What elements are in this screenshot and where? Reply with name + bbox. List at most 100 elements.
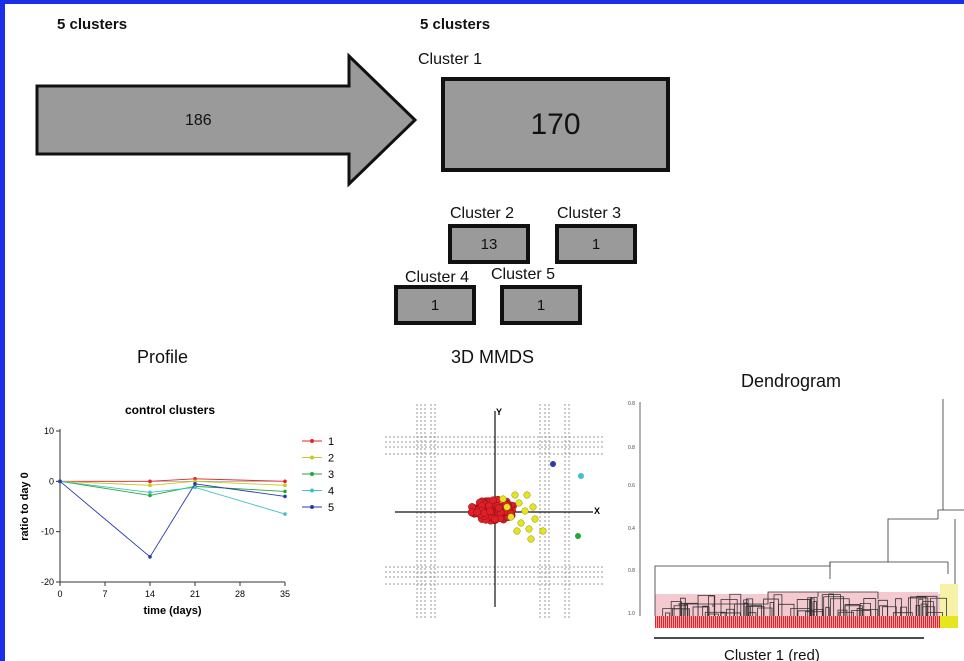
dendro-branch — [920, 603, 928, 616]
arrow-graphic — [35, 52, 418, 188]
dendro-leaf-red — [779, 616, 781, 628]
series-2-point — [283, 483, 287, 488]
dendro-leaf-red — [893, 616, 895, 628]
series-4-line — [59, 480, 286, 515]
svg-text:1.0: 1.0 — [628, 611, 635, 617]
chart-x-label: time (days) — [143, 605, 201, 617]
dendro-branch — [678, 591, 879, 605]
dendro-leaf-red — [691, 616, 693, 628]
dendro-branch — [796, 599, 811, 616]
dendro-leaf-red — [865, 616, 867, 628]
dendro-branch — [937, 509, 964, 519]
dendro-branch — [829, 561, 948, 566]
dendro-leaf-red — [777, 616, 779, 628]
dendro-leaf-red — [657, 616, 659, 628]
chart-legend: 1 2 3 4 5 — [302, 436, 334, 514]
series-3-point — [148, 493, 152, 498]
mmds-point-cluster2 — [539, 527, 547, 535]
dendro-leaf-red — [813, 616, 815, 628]
dendro-leaf-red — [711, 616, 713, 628]
mmds-point-cluster3 — [575, 533, 581, 539]
dendro-leaf-red — [851, 616, 853, 628]
dendro-leaf-red — [841, 616, 843, 628]
dendro-leaf-red — [701, 616, 703, 628]
dendro-branch — [769, 602, 774, 616]
profile-title: Profile — [137, 347, 189, 367]
mmds-point-cluster2 — [523, 491, 531, 499]
svg-text:0.8: 0.8 — [628, 401, 635, 407]
arrow-value: 186 — [185, 112, 212, 129]
legend-marker-5 — [310, 505, 314, 509]
chart-title: control clusters — [125, 403, 215, 417]
dendro-branch — [825, 606, 830, 616]
mmds-point-cluster2 — [529, 503, 537, 511]
cluster-1-label: Cluster 1 — [418, 51, 483, 68]
dendro-leaf-red — [927, 616, 929, 628]
dendro-leaf-red — [699, 616, 701, 628]
dendro-branch — [837, 609, 848, 616]
dendro-branch — [708, 595, 716, 616]
dendro-leaf-red — [805, 616, 807, 628]
dendro-leaf-red — [803, 616, 805, 628]
dendro-leaf-red — [933, 616, 935, 628]
mmds-point-cluster2 — [531, 515, 539, 523]
dendro-leaf-red — [837, 616, 839, 628]
mmds-point-cluster2 — [525, 525, 533, 533]
dendro-branch — [859, 602, 871, 616]
dendro-leaf-red — [743, 616, 745, 628]
dendro-leaf-red — [931, 616, 933, 628]
mmds-point-cluster2 — [521, 507, 529, 515]
dendro-branch — [665, 612, 671, 616]
dendro-leaf-red — [823, 616, 825, 628]
dendro-leaf-red — [783, 616, 785, 628]
dendro-branch — [926, 612, 943, 616]
dendro-branch — [909, 596, 927, 616]
dendro-branch — [697, 594, 715, 616]
dendro-leaf-red — [709, 616, 711, 628]
dendro-leaf-red — [849, 616, 851, 628]
dendro-leaf-red — [659, 616, 661, 628]
mmds-dotted-grid — [385, 404, 605, 619]
dendro-leaf-red — [681, 616, 683, 628]
dendro-leaf-red — [873, 616, 875, 628]
dendro-branch — [821, 594, 842, 616]
dendro-leaf-red — [869, 616, 871, 628]
dendro-branch — [916, 595, 938, 616]
dendro-leaf-red — [723, 616, 725, 628]
mmds-point-cluster4 — [578, 473, 584, 479]
dendro-branch — [726, 608, 735, 616]
series-4-point — [283, 512, 287, 516]
series-2-line — [59, 480, 286, 486]
dendro-branch — [900, 606, 908, 616]
legend-marker-3 — [310, 472, 314, 476]
dendro-branch — [851, 610, 872, 616]
dendro-leaf-red — [875, 616, 877, 628]
dendro-leaf-red — [835, 616, 837, 628]
dendro-leaf-red — [919, 616, 921, 628]
y-tick-label: -10 — [41, 527, 54, 537]
cluster-3-box: 1 — [555, 224, 637, 264]
mmds-y-label: Y — [496, 407, 502, 417]
dendro-leaf-red — [693, 616, 695, 628]
dendro-leaf-red — [669, 616, 671, 628]
dendro-leaf-red — [791, 616, 793, 628]
dendro-leaf-red — [861, 616, 863, 628]
dendro-branch — [887, 518, 938, 562]
dendro-leaf-red — [843, 616, 845, 628]
dendro-branch — [918, 598, 924, 616]
dendro-leaf-red — [801, 616, 803, 628]
cluster-1-box: 170 — [441, 77, 670, 172]
dendro-branch — [828, 593, 835, 616]
dendro-leaf-red — [793, 616, 795, 628]
dendro-leaf-red — [675, 616, 677, 628]
dendro-leaf-red — [725, 616, 727, 628]
dendro-leaf-red — [871, 616, 873, 628]
dendro-leaf-red — [753, 616, 755, 628]
series-5-point — [148, 555, 152, 559]
dendro-leaf-red — [829, 616, 831, 628]
cluster-5-label: Cluster 5 — [491, 266, 556, 283]
svg-text:0.4: 0.4 — [628, 526, 635, 532]
dendro-yellow-block — [940, 584, 958, 616]
series-5-point — [58, 479, 62, 484]
dendro-leaf-red — [769, 616, 771, 628]
